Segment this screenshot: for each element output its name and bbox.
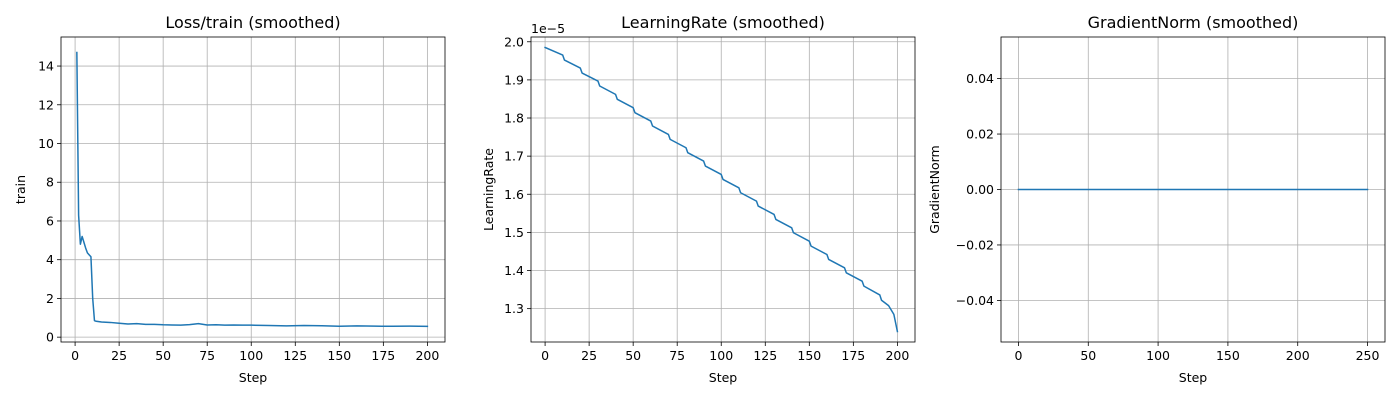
y-tick-label: 2.0 <box>504 34 524 49</box>
y-axis-label: LearningRate <box>481 148 496 231</box>
x-axis-label: Step <box>239 370 268 385</box>
x-tick-label: 25 <box>581 348 597 363</box>
chart-1: 0 25 50 75 100 125 150 175 200 0 2 4 6 8 10 12 14 Loss/tr… <box>13 13 446 385</box>
chart-title: LearningRate (smoothed) <box>621 13 825 32</box>
y-tick-label: 1.6 <box>504 187 524 202</box>
x-tick-label: 175 <box>841 348 865 363</box>
series-line <box>544 46 899 333</box>
y-axis-label: train <box>13 175 28 204</box>
y-tick-label: 1.3 <box>504 301 524 316</box>
y-tick-label: 10 <box>38 136 54 151</box>
x-tick-label: 125 <box>283 348 307 363</box>
series-line <box>76 51 429 328</box>
chart-3: 0 50 100 150 200 250 −0.04 −0.02 0.00 0.02 0.04 Gra… <box>927 13 1386 385</box>
y-tick-label: 14 <box>38 59 54 74</box>
x-tick-label: 0 <box>71 348 79 363</box>
x-tick-label: 75 <box>669 348 685 363</box>
x-tick-label: 100 <box>1146 348 1170 363</box>
y-tick-label: 0 <box>46 330 54 345</box>
x-tick-label: 200 <box>415 348 439 363</box>
x-tick-label: 75 <box>199 348 215 363</box>
y-tick-label: 2 <box>46 291 54 306</box>
x-tick-label: 0 <box>1014 348 1022 363</box>
y-axis-label: GradientNorm <box>927 145 942 234</box>
x-tick-label: 150 <box>327 348 351 363</box>
x-tick-label: 200 <box>1286 348 1310 363</box>
y-offset-text: 1e−5 <box>531 21 565 36</box>
x-tick-label: 125 <box>753 348 777 363</box>
x-tick-label: 50 <box>155 348 171 363</box>
y-tick-label: 0.00 <box>966 182 994 197</box>
x-axis-label: Step <box>1179 370 1208 385</box>
x-axis-label: Step <box>709 370 738 385</box>
y-tick-label: 1.8 <box>504 111 524 126</box>
chart-title: GradientNorm (smoothed) <box>1088 13 1299 32</box>
y-tick-label: 4 <box>46 252 54 267</box>
plot-frame <box>60 36 446 343</box>
x-tick-label: 0 <box>541 348 549 363</box>
y-tick-label: 8 <box>46 175 54 190</box>
chart-2: 0 25 50 75 100 125 150 175 200 1.3 1.4 1.5 1.6 1.7 1.8… <box>481 13 916 385</box>
x-tick-label: 250 <box>1356 348 1380 363</box>
y-tick-label: −0.02 <box>956 237 994 252</box>
x-tick-label: 200 <box>885 348 909 363</box>
plot-frame <box>530 36 916 343</box>
y-tick-label: 12 <box>38 97 54 112</box>
x-tick-label: 150 <box>1216 348 1240 363</box>
y-tick-label: 0.04 <box>966 71 994 86</box>
y-tick-label: 0.02 <box>966 127 994 142</box>
x-tick-label: 150 <box>797 348 821 363</box>
y-tick-label: −0.04 <box>956 293 994 308</box>
x-tick-label: 50 <box>625 348 641 363</box>
x-tick-label: 50 <box>1080 348 1096 363</box>
x-tick-label: 100 <box>239 348 263 363</box>
y-tick-label: 1.4 <box>504 263 524 278</box>
chart-title: Loss/train (smoothed) <box>165 13 340 32</box>
y-tick-label: 1.7 <box>504 149 524 164</box>
y-tick-label: 1.5 <box>504 225 524 240</box>
y-tick-label: 1.9 <box>504 72 524 87</box>
y-tick-label: 6 <box>46 213 54 228</box>
x-tick-label: 100 <box>709 348 733 363</box>
x-tick-label: 25 <box>111 348 127 363</box>
x-tick-label: 175 <box>371 348 395 363</box>
